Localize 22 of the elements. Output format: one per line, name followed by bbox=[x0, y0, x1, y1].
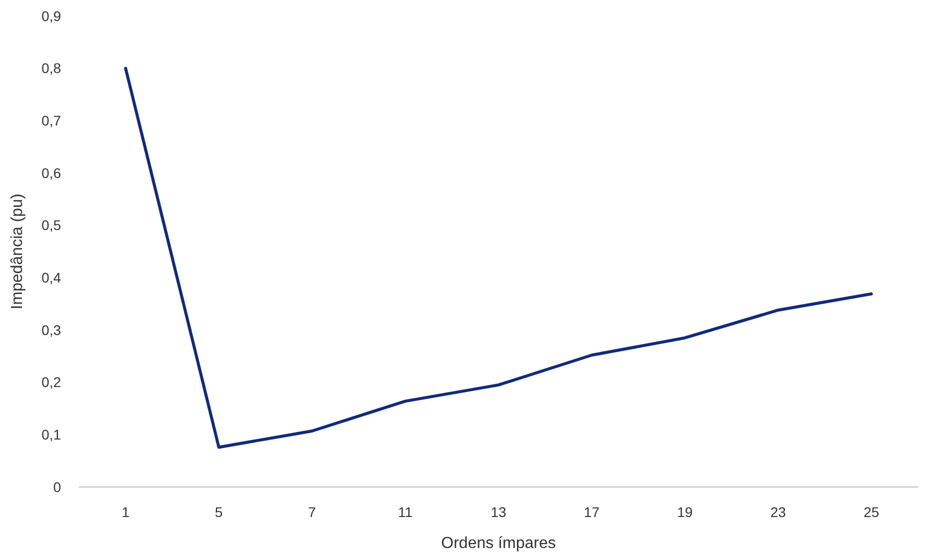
x-tick-label: 5 bbox=[214, 504, 223, 520]
x-axis-title: Ordens ímpares bbox=[441, 535, 556, 552]
x-tick-label: 7 bbox=[308, 504, 316, 520]
y-tick-label: 0,9 bbox=[42, 8, 62, 24]
x-tick-label: 13 bbox=[490, 504, 506, 520]
x-tick-label: 23 bbox=[770, 504, 786, 520]
x-tick-label: 19 bbox=[677, 504, 693, 520]
y-tick-label: 0,1 bbox=[42, 426, 62, 443]
line-series bbox=[124, 66, 873, 449]
x-tick-label: 1 bbox=[122, 504, 130, 520]
y-tick-label: 0 bbox=[53, 478, 62, 495]
y-tick-label: 0,6 bbox=[42, 164, 62, 181]
y-tick-label: 0,4 bbox=[42, 270, 62, 286]
y-tick-label: 0,8 bbox=[42, 60, 62, 76]
y-tick-label: 0,7 bbox=[42, 112, 62, 129]
y-axis-title: Impedância (pu) bbox=[9, 194, 26, 310]
x-tick-label: 25 bbox=[864, 504, 880, 520]
y-tick-label: 0,5 bbox=[42, 217, 62, 234]
x-tick-label: 11 bbox=[398, 504, 413, 520]
y-tick-label: 0,2 bbox=[42, 374, 62, 390]
x-tick-label: 17 bbox=[584, 504, 600, 520]
y-tick-label: 0,3 bbox=[42, 322, 62, 338]
